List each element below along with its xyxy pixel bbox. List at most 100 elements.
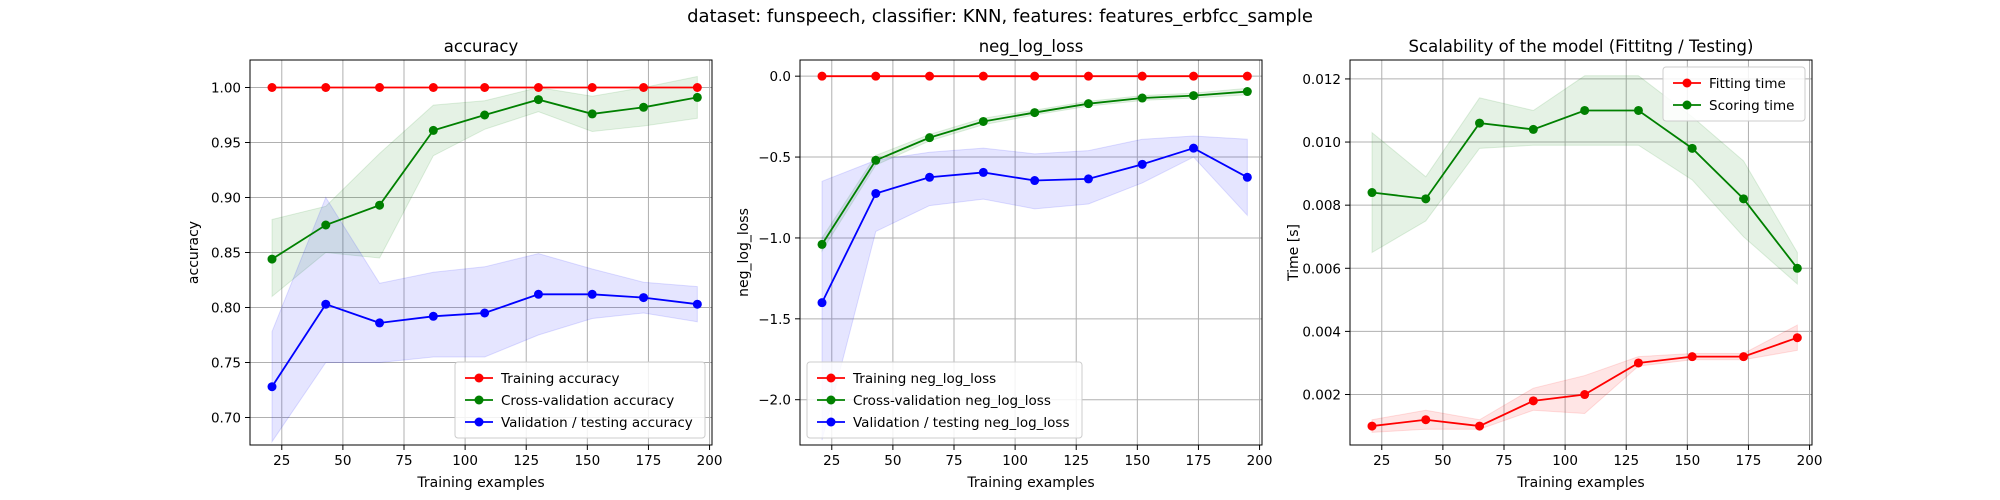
data-point bbox=[267, 83, 277, 92]
y-tick-label: 0.010 bbox=[1302, 135, 1341, 151]
y-tick-label: 0.85 bbox=[211, 246, 241, 262]
data-point bbox=[1792, 263, 1802, 273]
data-point bbox=[533, 95, 543, 105]
x-tick-label: 150 bbox=[1124, 453, 1150, 469]
legend-box bbox=[454, 361, 706, 439]
chart-panel-3: 25 50 75 100 125 150 175 200 0.002 0.004 0.006 0.00… bbox=[1286, 37, 1822, 491]
data-point bbox=[1580, 105, 1590, 115]
x-tick-label: 175 bbox=[1186, 453, 1212, 469]
legend-label: Cross-validation neg_log_loss bbox=[853, 393, 1051, 409]
data-point bbox=[1475, 421, 1485, 431]
data-point bbox=[639, 83, 649, 92]
data-point bbox=[587, 83, 597, 92]
data-point bbox=[925, 172, 935, 182]
data-point bbox=[321, 220, 331, 230]
data-point bbox=[1528, 124, 1538, 134]
legend: Fitting time Scoring time bbox=[1662, 66, 1806, 122]
x-tick-label: 50 bbox=[334, 453, 351, 469]
data-point bbox=[1633, 358, 1643, 368]
data-point bbox=[817, 71, 827, 81]
legend-marker bbox=[826, 395, 836, 405]
legend-marker bbox=[826, 373, 836, 383]
y-tick-label: 0.008 bbox=[1302, 198, 1341, 214]
data-point bbox=[871, 71, 881, 81]
band-2 bbox=[271, 75, 698, 298]
data-point bbox=[321, 83, 331, 92]
data-point bbox=[480, 110, 490, 120]
data-point bbox=[1137, 93, 1147, 103]
data-point bbox=[871, 155, 881, 165]
data-point bbox=[1739, 194, 1749, 204]
band-1 bbox=[1371, 324, 1798, 433]
data-point bbox=[428, 83, 438, 92]
data-point bbox=[1421, 194, 1431, 204]
data-point bbox=[1030, 71, 1040, 81]
data-point bbox=[321, 299, 331, 309]
data-point bbox=[480, 83, 490, 92]
data-point bbox=[978, 71, 988, 81]
legend-marker bbox=[1682, 78, 1692, 88]
legend-marker bbox=[474, 373, 484, 383]
data-point bbox=[1083, 174, 1093, 184]
axes-frame bbox=[799, 59, 1263, 446]
data-point bbox=[871, 188, 881, 198]
x-tick-label: 50 bbox=[884, 453, 901, 469]
x-axis-label: Training examples bbox=[966, 475, 1094, 491]
x-tick-label: 200 bbox=[1247, 453, 1273, 469]
axes-frame bbox=[1349, 59, 1813, 446]
x-tick-label: 200 bbox=[1797, 453, 1823, 469]
chart-title: Scalability of the model (Fittitng / Tes… bbox=[1409, 37, 1754, 56]
x-axis-label: Training examples bbox=[416, 475, 544, 491]
data-point bbox=[1242, 172, 1252, 182]
data-point bbox=[267, 254, 277, 264]
x-tick-label: 200 bbox=[697, 453, 723, 469]
data-point bbox=[1687, 352, 1697, 362]
data-point bbox=[480, 308, 490, 318]
data-point bbox=[978, 116, 988, 126]
legend-box bbox=[1662, 66, 1806, 122]
data-point bbox=[1475, 118, 1485, 128]
x-tick-label: 50 bbox=[1434, 453, 1451, 469]
legend-label: Scoring time bbox=[1709, 98, 1794, 114]
data-point bbox=[587, 109, 597, 119]
data-point bbox=[1421, 415, 1431, 425]
data-point bbox=[692, 299, 702, 309]
figure-title: dataset: funspeech, classifier: KNN, fea… bbox=[687, 6, 1313, 27]
x-tick-label: 25 bbox=[273, 453, 290, 469]
data-point bbox=[1030, 108, 1040, 118]
data-point bbox=[1739, 352, 1749, 362]
band-2 bbox=[1371, 75, 1798, 286]
y-tick-label: 0.004 bbox=[1302, 324, 1341, 340]
data-point bbox=[587, 289, 597, 299]
legend: Training neg_log_loss Cross-validation ne… bbox=[806, 361, 1083, 439]
data-point bbox=[533, 289, 543, 299]
data-point bbox=[692, 92, 702, 102]
data-point bbox=[1580, 390, 1590, 400]
x-axis-label: Training examples bbox=[1516, 475, 1644, 491]
data-point bbox=[375, 83, 385, 92]
x-tick-label: 100 bbox=[452, 453, 478, 469]
x-tick-label: 175 bbox=[1736, 453, 1762, 469]
legend-label: Validation / testing accuracy bbox=[501, 415, 693, 431]
data-point bbox=[1189, 71, 1199, 81]
y-tick-label: −1.0 bbox=[758, 231, 791, 247]
legend: Training accuracy Cross-validation accura… bbox=[454, 361, 706, 439]
legend-marker bbox=[474, 417, 484, 427]
data-point bbox=[1528, 396, 1538, 406]
legend-label: Validation / testing neg_log_loss bbox=[853, 415, 1069, 431]
y-tick-label: 0.006 bbox=[1302, 261, 1341, 277]
chart-panel-2: 25 50 75 100 125 150 175 200 −2.0 −1.5 −1.0 −0.5 0.0… bbox=[736, 37, 1272, 491]
data-point bbox=[1242, 71, 1252, 81]
data-point bbox=[1242, 87, 1252, 97]
x-tick-label: 150 bbox=[574, 453, 600, 469]
data-point bbox=[1137, 71, 1147, 81]
data-point bbox=[428, 125, 438, 135]
band-3 bbox=[271, 196, 698, 444]
data-point bbox=[925, 133, 935, 143]
data-point bbox=[639, 293, 649, 303]
y-tick-label: 0.002 bbox=[1302, 388, 1341, 404]
band-3 bbox=[821, 135, 1248, 441]
y-tick-label: −0.5 bbox=[758, 150, 791, 166]
